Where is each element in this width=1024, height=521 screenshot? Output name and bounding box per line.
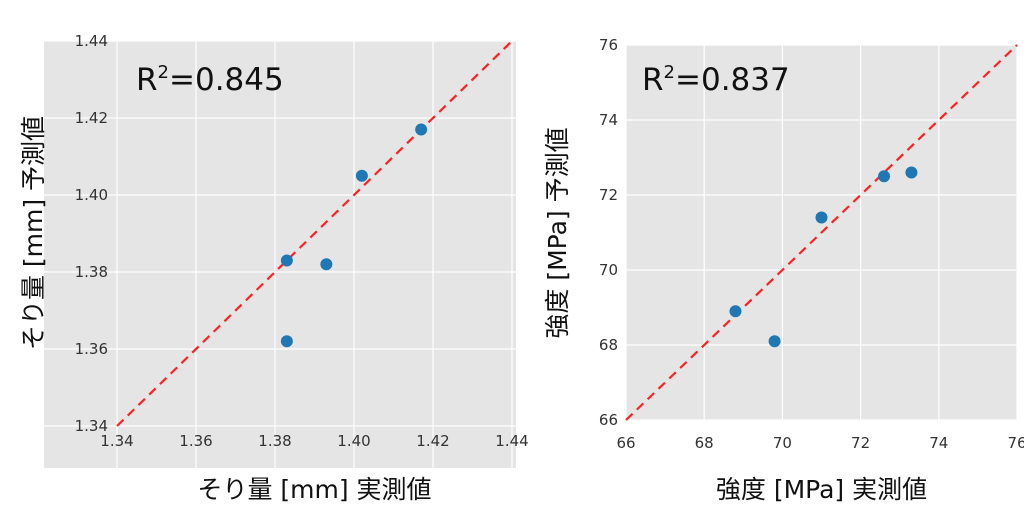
y-tick-label: 1.40 xyxy=(75,186,108,204)
data-point-3 xyxy=(320,258,333,271)
y-tick-label: 1.42 xyxy=(75,109,108,127)
scatter-panel-strength: 66 68 70 72 74 76 66 68 70 72 74 76 R2=0.837 強度 [MPa]… xyxy=(522,0,1024,521)
r-squared-annotation: R2=0.845 xyxy=(136,62,284,98)
y-tick-label: 74 xyxy=(599,111,618,129)
data-point-2 xyxy=(768,335,781,348)
y-tick-label: 1.38 xyxy=(75,263,108,281)
y-axis-title: 強度 [MPa] 予測値 xyxy=(543,127,572,338)
x-tick-label: 1.34 xyxy=(100,432,133,450)
x-tick-label: 68 xyxy=(695,434,714,452)
data-point-3 xyxy=(815,211,828,224)
y-axis-title: そり量 [mm] 予測値 xyxy=(19,116,48,350)
x-tick-label: 66 xyxy=(616,434,635,452)
reference-line xyxy=(625,44,1018,421)
y-tick-label: 1.44 xyxy=(75,32,108,50)
y-tick-label: 76 xyxy=(599,36,618,54)
scatter-chart-warpage: 1.34 1.36 1.38 1.40 1.42 1.44 1.34 1.36 1.38 1.40… xyxy=(19,32,529,504)
r-squared-annotation: R2=0.837 xyxy=(642,62,790,98)
scatter-panel-warpage: 1.34 1.36 1.38 1.40 1.42 1.44 1.34 1.36 1.38 1.40… xyxy=(19,32,529,504)
data-point-5 xyxy=(905,166,918,179)
x-tick-label: 74 xyxy=(929,434,948,452)
reference-line xyxy=(116,40,513,427)
y-tick-label: 1.34 xyxy=(75,417,108,435)
y-tick-label: 72 xyxy=(599,186,618,204)
x-axis-title: そり量 [mm] 実測値 xyxy=(197,475,431,504)
x-tick-label: 70 xyxy=(773,434,792,452)
x-tick-label: 1.38 xyxy=(258,432,291,450)
x-axis-title: 強度 [MPa] 実測値 xyxy=(716,475,927,504)
x-tick-label: 76 xyxy=(1007,434,1024,452)
data-point-5 xyxy=(415,123,428,136)
y-tick-label: 1.36 xyxy=(75,340,108,358)
data-point-1 xyxy=(729,305,742,318)
x-tick-label: 72 xyxy=(851,434,870,452)
data-point-2 xyxy=(280,335,293,348)
x-tick-label: 1.40 xyxy=(337,432,370,450)
x-tick-label: 1.36 xyxy=(179,432,212,450)
data-point-1 xyxy=(280,254,293,267)
x-tick-label: 1.42 xyxy=(416,432,449,450)
y-tick-label: 68 xyxy=(599,336,618,354)
y-tick-label: 70 xyxy=(599,261,618,279)
data-point-4 xyxy=(878,170,891,183)
x-tick-label: 1.44 xyxy=(495,432,528,450)
scatter-chart-strength: 66 68 70 72 74 76 66 68 70 72 74 76 R2=0.837 強度 [MPa]… xyxy=(543,36,1024,504)
plot-area xyxy=(44,41,516,468)
y-tick-label: 66 xyxy=(599,411,618,429)
data-point-4 xyxy=(355,169,368,182)
